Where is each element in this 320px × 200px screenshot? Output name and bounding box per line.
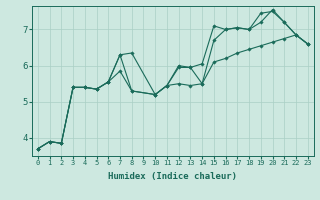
- X-axis label: Humidex (Indice chaleur): Humidex (Indice chaleur): [108, 172, 237, 181]
